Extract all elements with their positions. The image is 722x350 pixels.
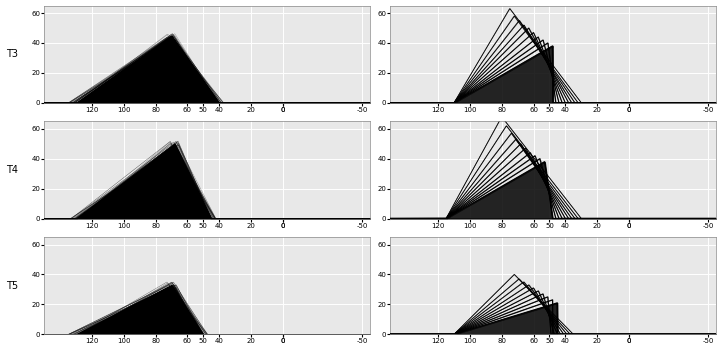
Y-axis label: T3: T3 xyxy=(6,49,17,59)
Y-axis label: T4: T4 xyxy=(6,165,17,175)
Y-axis label: T5: T5 xyxy=(6,281,17,290)
